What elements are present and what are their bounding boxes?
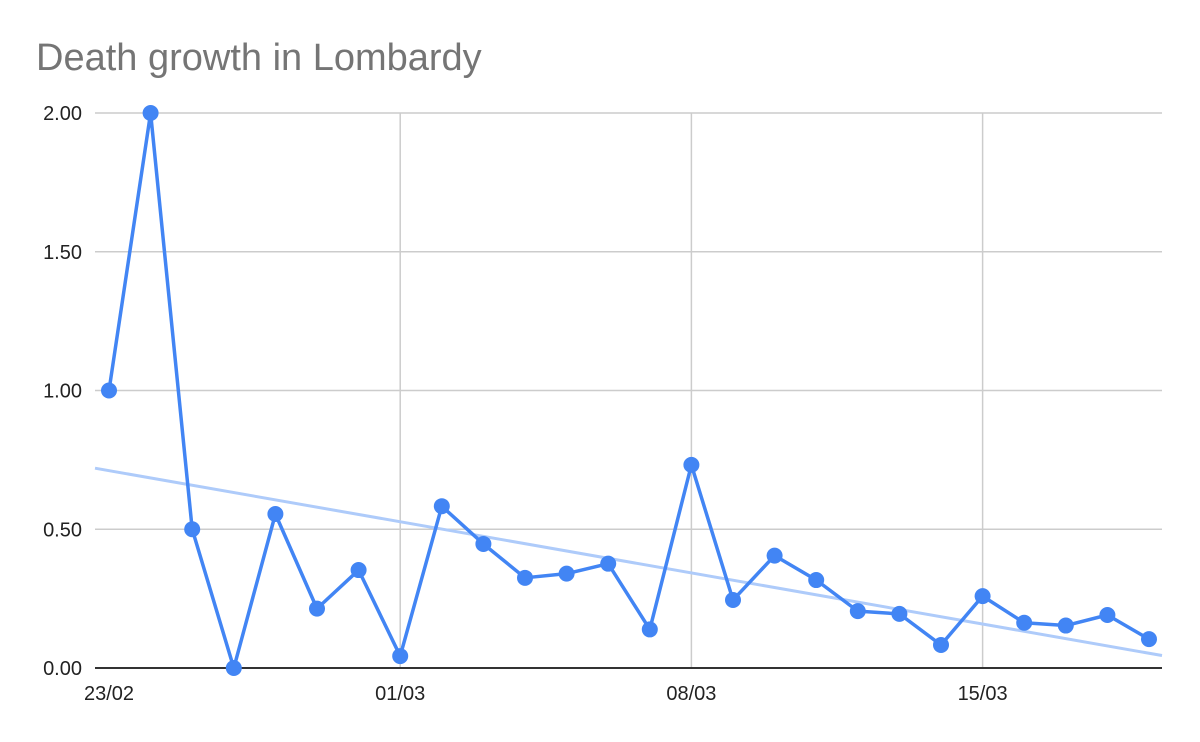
series-line-path	[107, 111, 1150, 670]
data-point	[600, 555, 617, 572]
data-point	[725, 592, 741, 609]
x-tick-label: 23/02	[84, 683, 134, 705]
data-point	[392, 648, 409, 665]
data-point	[683, 456, 700, 473]
x-axis-tick-labels: 23/02 01/03 08/03 15/03	[84, 683, 1008, 705]
y-tick-label: 0.00	[43, 658, 82, 680]
data-point	[142, 105, 159, 121]
data-point	[974, 588, 991, 605]
data-point	[558, 565, 575, 582]
data-point	[267, 505, 284, 522]
data-point	[101, 382, 117, 399]
data-point	[849, 603, 866, 620]
trendline	[94, 466, 1163, 657]
x-tick-label: 08/03	[666, 683, 716, 705]
data-point	[309, 600, 325, 617]
x-tick-label: 01/03	[375, 683, 425, 705]
y-tick-label: 2.00	[43, 103, 82, 125]
data-point	[225, 660, 242, 676]
y-axis-tick-labels: 0.00 0.50 1.00 1.50 2.00	[43, 103, 82, 680]
data-point	[641, 621, 658, 638]
series-line	[107, 111, 1150, 670]
series-points	[101, 105, 1157, 676]
data-point	[433, 498, 450, 515]
data-point	[766, 547, 783, 564]
y-tick-label: 1.50	[43, 242, 82, 264]
y-tick-label: 0.50	[43, 519, 82, 541]
gridlines	[95, 112, 1162, 669]
data-point	[517, 569, 533, 586]
chart-title: Death growth in Lombardy	[36, 37, 482, 79]
y-tick-label: 1.00	[43, 381, 82, 403]
data-point	[1057, 617, 1074, 634]
data-point	[184, 521, 201, 538]
data-point	[1016, 614, 1033, 631]
data-point	[475, 535, 492, 552]
data-point	[891, 605, 908, 622]
data-point	[1141, 631, 1157, 648]
data-point	[350, 562, 367, 579]
data-point	[1099, 606, 1116, 623]
trendline-segment	[94, 466, 1163, 657]
data-point	[808, 572, 825, 589]
x-tick-label: 15/03	[958, 683, 1008, 705]
data-point	[933, 636, 949, 653]
